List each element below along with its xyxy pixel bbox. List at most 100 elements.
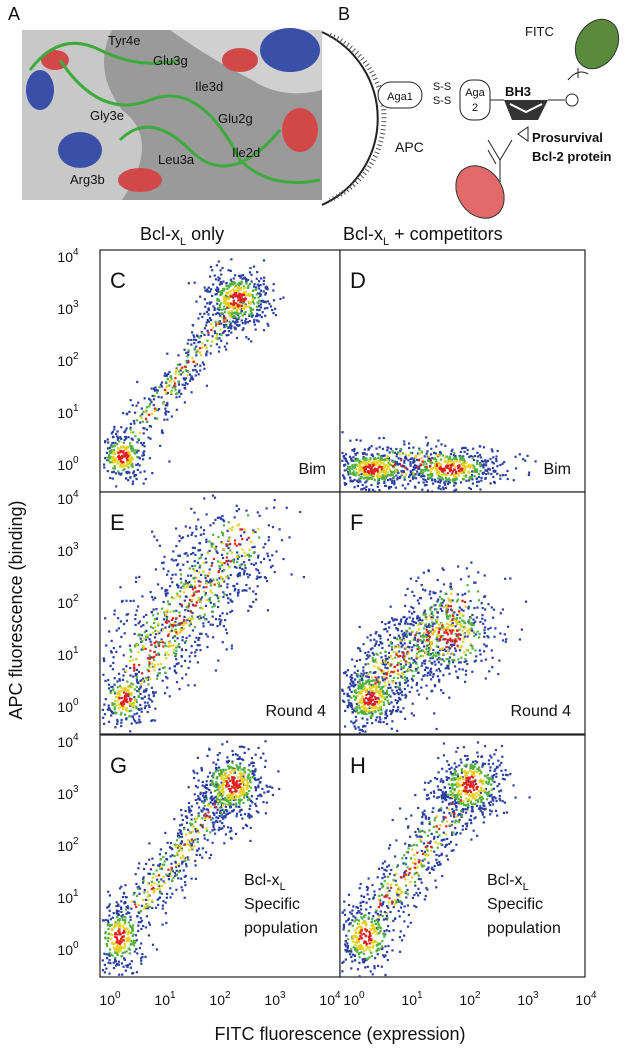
- y-tick-label: 100: [57, 455, 79, 473]
- event-dot: [105, 644, 108, 647]
- event-dot: [255, 277, 258, 280]
- event-dot: [496, 472, 499, 475]
- event-dot: [492, 456, 495, 459]
- event-dot: [207, 620, 210, 623]
- event-dot: [441, 609, 444, 612]
- event-dot: [446, 464, 449, 468]
- tick-exp: 3: [73, 299, 79, 310]
- event-dot: [264, 542, 267, 546]
- event-dot: [197, 638, 200, 642]
- event-dot: [361, 462, 364, 465]
- event-dot: [190, 377, 193, 380]
- event-dot: [184, 369, 187, 372]
- event-dot: [154, 664, 157, 667]
- event-dot: [116, 722, 119, 725]
- event-dot: [213, 583, 216, 586]
- event-dot: [493, 480, 496, 483]
- event-dot: [451, 624, 455, 627]
- event-dot: [442, 488, 445, 491]
- event-dot: [155, 633, 158, 636]
- event-dot: [343, 457, 346, 460]
- event-dot: [174, 377, 177, 380]
- event-dot: [439, 602, 442, 605]
- event-dot: [389, 709, 392, 712]
- event-dot: [154, 644, 157, 647]
- event-dot: [422, 675, 425, 678]
- event-dot: [382, 670, 385, 673]
- event-dot: [219, 269, 222, 272]
- event-dot: [377, 720, 380, 723]
- event-dot: [262, 259, 266, 262]
- event-dot: [202, 616, 205, 619]
- event-dot: [476, 590, 480, 593]
- event-dot: [254, 328, 257, 331]
- event-dot: [476, 606, 479, 609]
- event-dot: [376, 453, 379, 456]
- event-dot: [349, 476, 352, 479]
- event-dot: [193, 511, 196, 514]
- event-dot: [344, 463, 347, 466]
- event-dot: [208, 599, 211, 603]
- event-dot: [163, 374, 166, 377]
- event-dot: [108, 446, 111, 449]
- event-dot: [193, 347, 196, 350]
- event-dot: [452, 477, 455, 481]
- event-dot: [391, 657, 394, 660]
- event-dot: [137, 924, 140, 927]
- event-dot: [505, 638, 508, 641]
- event-dot: [478, 475, 481, 478]
- event-dot: [171, 848, 174, 851]
- event-dot: [412, 607, 415, 610]
- event-dot: [417, 656, 420, 659]
- event-dot: [451, 448, 454, 451]
- event-dot: [208, 540, 211, 543]
- event-dot: [240, 280, 243, 283]
- event-dot: [499, 612, 502, 615]
- event-dot: [231, 320, 234, 323]
- event-dot: [387, 662, 390, 665]
- event-dot: [420, 472, 423, 475]
- event-dot: [242, 573, 246, 576]
- event-dot: [225, 648, 228, 651]
- event-dot: [137, 867, 140, 870]
- event-dot: [341, 431, 344, 434]
- event-dot: [218, 567, 222, 570]
- event-dot: [214, 548, 217, 551]
- event-dot: [214, 320, 217, 323]
- event-dot: [161, 641, 164, 644]
- event-dot: [461, 447, 464, 450]
- event-dot: [462, 637, 465, 640]
- event-dot: [155, 653, 158, 656]
- event-dot: [254, 531, 257, 534]
- event-dot: [164, 372, 167, 375]
- event-dot: [201, 361, 204, 364]
- event-dot: [429, 462, 433, 465]
- event-dot: [149, 403, 152, 406]
- event-dot: [128, 686, 131, 689]
- event-dot: [174, 628, 177, 631]
- event-dot: [393, 646, 396, 649]
- event-dot: [230, 600, 233, 603]
- event-dot: [156, 417, 159, 420]
- event-dot: [365, 473, 368, 476]
- event-dot: [397, 457, 400, 460]
- y-tick-label: 103: [57, 541, 79, 559]
- event-dot: [364, 709, 367, 712]
- event-dot: [479, 488, 482, 491]
- event-dot: [418, 616, 421, 619]
- event-dot: [277, 770, 280, 773]
- event-dot: [386, 695, 389, 699]
- event-dot: [182, 869, 185, 872]
- event-dot: [427, 477, 430, 480]
- event-dot: [352, 456, 355, 459]
- event-dot: [219, 294, 222, 297]
- event-dot: [447, 477, 451, 480]
- event-dot: [195, 354, 198, 357]
- event-dot: [368, 686, 372, 689]
- event-dot: [236, 575, 240, 578]
- event-dot: [168, 460, 171, 463]
- event-dot: [462, 620, 465, 623]
- event-dot: [139, 421, 142, 424]
- panel-label: A: [8, 4, 20, 24]
- event-dot: [420, 686, 423, 689]
